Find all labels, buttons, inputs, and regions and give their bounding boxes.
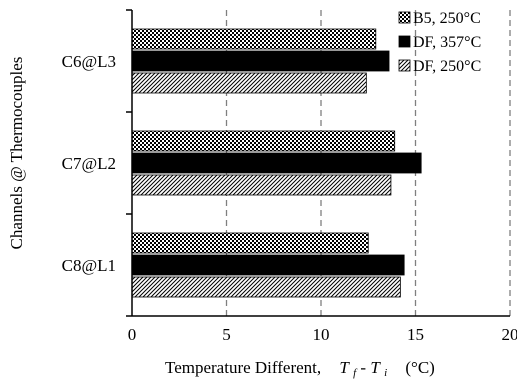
legend-label: DF, 357°C xyxy=(413,34,481,51)
y-tick-label: C6@L3 xyxy=(62,52,116,71)
x-axis-label-sub-a: f xyxy=(353,367,358,379)
x-tick-label: 10 xyxy=(313,325,330,344)
bar-C6@L3-B5, 250°C xyxy=(131,28,377,50)
x-tick-label: 5 xyxy=(222,325,231,344)
bar-C8@L1-B5, 250°C xyxy=(131,232,369,254)
legend-label: DF, 250°C xyxy=(413,58,481,75)
tick-labels: 0 5 10 15 20 C8@L1 C7@L2 C6@L3 xyxy=(62,52,517,344)
legend-swatch xyxy=(398,11,411,24)
bars xyxy=(131,28,422,298)
x-axis-label-var-a: T xyxy=(339,358,350,377)
x-axis-label-prefix: Temperature Different, xyxy=(165,358,321,377)
legend-swatch xyxy=(398,59,411,72)
legend-label: B5, 250°C xyxy=(413,10,481,27)
bar-C8@L1-DF, 357°C xyxy=(131,254,405,276)
y-axis-label: Channels @ Thermocouples xyxy=(7,57,26,250)
bar-C8@L1-DF, 250°C xyxy=(131,276,401,298)
x-axis-label-var-b: T xyxy=(370,358,381,377)
bar-C7@L2-DF, 357°C xyxy=(131,152,422,174)
legend-swatch xyxy=(398,35,411,48)
x-axis-label: Temperature Different, T f - T i (°C) xyxy=(165,358,435,380)
x-axis-label-sub-b: i xyxy=(384,367,387,379)
x-tick-label: 0 xyxy=(128,325,137,344)
legend: B5, 250°C DF, 357°C DF, 250°C xyxy=(398,10,481,75)
bar-C6@L3-DF, 357°C xyxy=(131,50,390,72)
bar-C6@L3-DF, 250°C xyxy=(131,72,367,94)
x-axis-label-sep: - xyxy=(360,358,370,377)
x-tick-label: 20 xyxy=(502,325,517,344)
bar-C7@L2-DF, 250°C xyxy=(131,174,392,196)
bar-C7@L2-B5, 250°C xyxy=(131,130,396,152)
axes xyxy=(126,9,510,317)
x-tick-label: 15 xyxy=(407,325,424,344)
x-axis-label-unit: (°C) xyxy=(405,358,434,377)
y-tick-label: C7@L2 xyxy=(62,154,116,173)
y-tick-label: C8@L1 xyxy=(62,256,116,275)
